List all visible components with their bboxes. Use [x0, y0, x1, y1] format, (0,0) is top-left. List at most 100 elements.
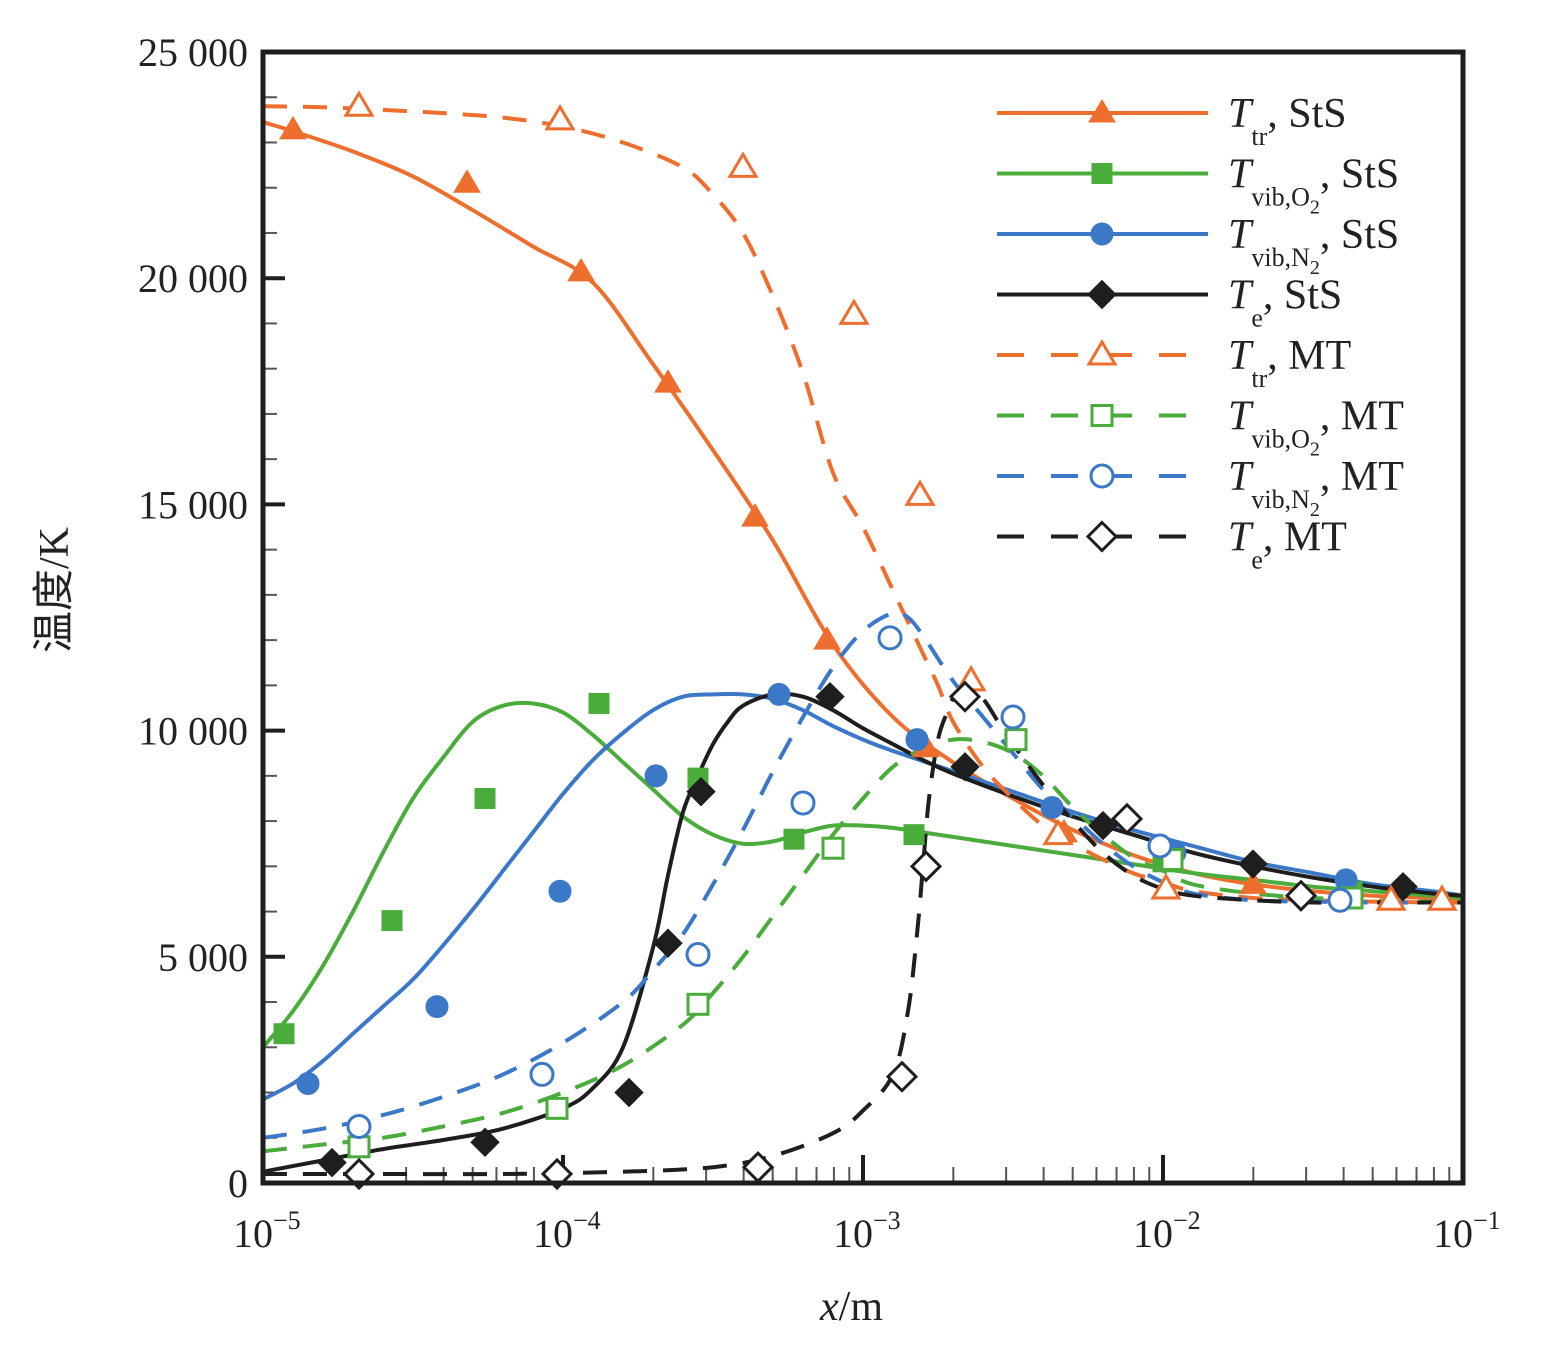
data-point-t-vib-o2-mt: [545, 1096, 569, 1120]
data-point-t-vib-o2-mt: [1004, 728, 1028, 752]
data-point-t-tr-mt: [343, 90, 375, 117]
x-tick-exponent: −4: [573, 1206, 601, 1235]
series-line-t-vib-o2-mt: [262, 737, 1464, 1154]
y-tick-label: 20 000: [138, 256, 248, 301]
x-tick-label: 10−3: [833, 1206, 901, 1256]
data-point-t-e-sts: [686, 776, 716, 807]
data-point-t-vib-o2-sts: [588, 692, 610, 714]
data-point-t-vib-n2-sts: [296, 1071, 320, 1095]
data-point-t-tr-sts: [813, 626, 841, 650]
plot-frame: [260, 49, 1466, 1186]
data-point-t-tr-sts: [741, 503, 769, 527]
legend-item-t-e-sts: Te, StS: [997, 273, 1342, 333]
x-tick-exponent: −5: [273, 1206, 301, 1235]
x-tick-label: 10−5: [233, 1206, 301, 1256]
legend-label: Te, MT: [1228, 515, 1347, 575]
legend-item-t-vib-n2-sts: Tvib,N2, StS: [997, 212, 1399, 279]
data-point-t-vib-o2-sts: [381, 910, 403, 932]
data-point-t-vib-n2-mt: [1327, 887, 1353, 913]
data-point-t-vib-n2-mt: [790, 790, 816, 816]
data-point-t-e-sts: [614, 1077, 644, 1108]
x-tick-labels: 10−5 10−4 10−3 10−2 10−1: [233, 1206, 1501, 1256]
data-point-t-tr-mt: [904, 479, 936, 506]
legend-marker: [1091, 163, 1113, 184]
y-tick-label: 5 000: [158, 935, 248, 980]
data-point-t-e-mt: [948, 680, 982, 713]
data-point-t-tr-sts: [1239, 870, 1267, 894]
data-point-t-vib-o2-mt: [821, 836, 845, 860]
data-point-t-e-sts: [653, 928, 683, 958]
legend-marker: [1090, 222, 1114, 246]
series-line-t-e-sts: [262, 691, 1464, 1174]
data-point-t-e-mt: [1284, 879, 1318, 912]
data-point-t-vib-n2-mt: [529, 1061, 555, 1087]
legend-label: Te, StS: [1228, 273, 1342, 333]
svg-text:x/m: x/m: [819, 1284, 883, 1330]
y-tick-label: 10 000: [138, 709, 248, 754]
x-tick-exponent: −2: [1173, 1206, 1201, 1235]
data-point-t-tr-mt: [1375, 884, 1407, 911]
legend-item-t-vib-o2-mt: Tvib,O2, MT: [997, 394, 1404, 461]
x-tick-base: 10: [1133, 1211, 1173, 1256]
series-markers-t-vib-n2-sts: [296, 682, 1358, 1095]
y-tick-label: 15 000: [138, 482, 248, 527]
series-markers-t-e-mt: [342, 680, 1318, 1191]
series-markers-t-vib-n2-mt: [346, 625, 1353, 1139]
series-markers: [273, 90, 1458, 1191]
legend-marker: [1088, 99, 1116, 123]
legend-label: Ttr, StS: [1228, 91, 1347, 151]
data-point-t-tr-mt: [544, 103, 576, 131]
data-point-t-vib-n2-mt: [346, 1113, 372, 1139]
data-point-t-e-sts: [1238, 849, 1268, 879]
data-point-t-tr-mt: [1042, 818, 1074, 846]
data-point-t-vib-n2-sts: [548, 879, 572, 903]
series-line-t-vib-n2-sts: [262, 691, 1464, 1102]
data-point-t-e-mt: [1110, 802, 1144, 835]
legend-label: Tvib,N2, MT: [1228, 454, 1404, 521]
data-point-t-vib-o2-mt: [347, 1135, 371, 1159]
legend-label: Ttr, MT: [1228, 333, 1351, 393]
x-tick-base: 10: [233, 1211, 273, 1256]
x-tick-label: 10−4: [533, 1206, 601, 1256]
legend-item-t-e-mt: Te, MT: [997, 515, 1347, 575]
legend-label: Tvib,O2, MT: [1228, 394, 1404, 461]
data-point-t-vib-n2-mt: [1147, 833, 1173, 859]
x-tick-label: 10−1: [1433, 1206, 1501, 1256]
data-point-t-tr-sts: [654, 369, 682, 393]
data-point-t-tr-mt: [1426, 884, 1458, 911]
data-point-t-vib-o2-mt: [686, 992, 710, 1016]
data-point-t-vib-o2-sts: [474, 787, 496, 809]
data-point-t-e-sts: [317, 1147, 347, 1178]
x-tick-base: 10: [833, 1211, 873, 1256]
data-point-t-vib-n2-mt: [877, 625, 903, 651]
legend-label: Tvib,O2, StS: [1228, 152, 1399, 219]
legend-marker: [1090, 404, 1114, 427]
x-tick-exponent: −1: [1473, 1206, 1501, 1235]
x-tick-exponent: −3: [873, 1206, 901, 1235]
data-point-t-e-sts: [470, 1127, 500, 1157]
x-tick-base: 10: [1433, 1211, 1473, 1256]
x-axis-title-var: x: [819, 1284, 839, 1330]
x-axis-title: x/m: [819, 1284, 883, 1330]
series-markers-t-e-sts: [317, 681, 1418, 1178]
series-line-t-vib-n2-mt: [262, 610, 1464, 1140]
series-markers-t-vib-o2-sts: [273, 692, 1363, 1045]
legend-item-t-tr-mt: Ttr, MT: [997, 333, 1351, 393]
x-tick-base: 10: [533, 1211, 573, 1256]
legend-marker: [1086, 339, 1118, 366]
legend-item-t-vib-n2-mt: Tvib,N2, MT: [997, 454, 1404, 521]
data-point-t-tr-mt: [838, 298, 870, 325]
data-point-t-vib-n2-mt: [685, 942, 711, 968]
data-point-t-e-mt: [909, 850, 943, 883]
data-point-t-vib-o2-sts: [903, 824, 925, 846]
series-markers-t-tr-mt: [343, 90, 1458, 911]
data-point-t-e-sts: [815, 681, 845, 712]
data-point-t-vib-n2-sts: [644, 764, 668, 788]
series-line-t-vib-o2-sts: [261, 700, 1464, 1049]
data-point-t-vib-o2-sts: [273, 1023, 295, 1045]
data-point-t-tr-sts: [567, 257, 595, 282]
data-point-t-tr-mt: [1150, 872, 1182, 900]
data-point-t-vib-n2-sts: [905, 728, 929, 752]
